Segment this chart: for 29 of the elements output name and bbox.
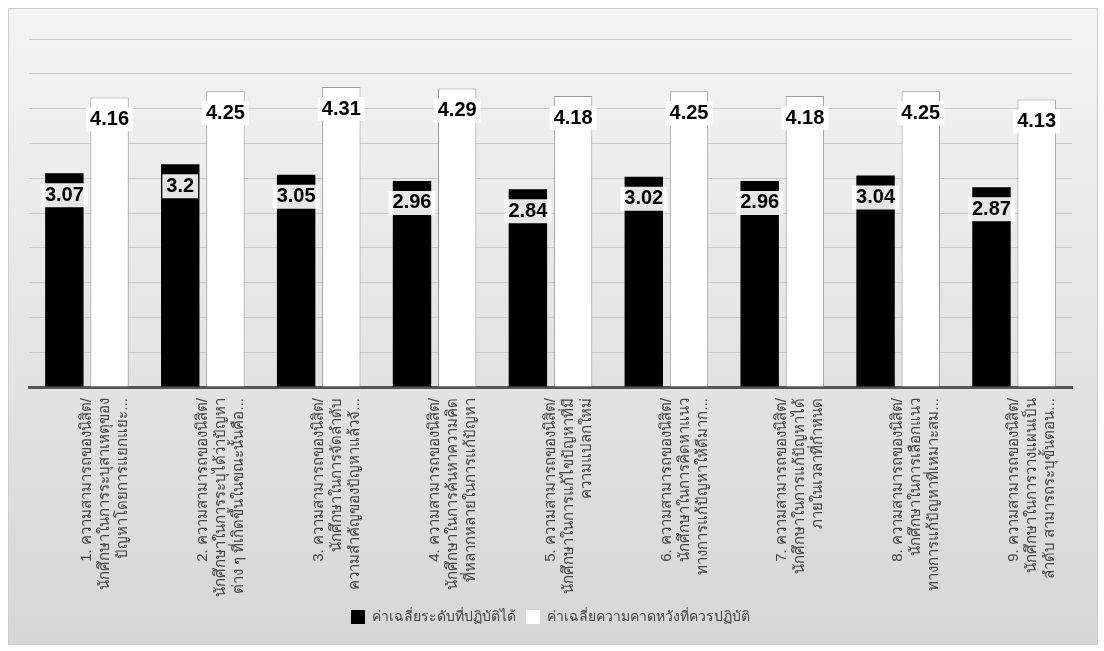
x-tick-label: 7. ความสามารถของนิสิต/ นักศึกษาในการแก้ปัญหาได้ ภายในเวลาที่กำหนด xyxy=(772,397,826,574)
x-tick-label: 1. ความสามารถของนิสิต/ นักศึกษาในการระบุสาเหตุของ ปัญหาโดยการแยกแยะ... xyxy=(77,397,131,590)
data-label: 4.25 xyxy=(205,100,245,123)
data-label: 2.96 xyxy=(392,190,432,213)
data-label: 4.18 xyxy=(553,105,593,128)
data-label: 4.13 xyxy=(1017,109,1057,132)
data-label: 4.18 xyxy=(785,105,825,128)
data-label: 4.25 xyxy=(901,100,941,123)
data-label: 3.2 xyxy=(166,173,195,196)
data-label: 3.04 xyxy=(856,184,896,207)
data-label: 2.87 xyxy=(971,196,1011,219)
data-label: 3.02 xyxy=(624,186,664,209)
data-label: 2.84 xyxy=(508,198,549,221)
x-tick-label: 8. ความสามารถของนิสิต/ นักศึกษาในการเลือกแนว ทางการแก้ปัญหาที่เหมาะสม... xyxy=(888,397,942,591)
data-label: 4.25 xyxy=(669,100,709,123)
data-label: 4.29 xyxy=(437,97,477,120)
x-tick-label: 9. ความสามารถของนิสิต/ นักศึกษาในการวางแผนเป็น ลำดับ สามารถระบุขั้นตอน... xyxy=(1004,397,1060,579)
data-label: 2.96 xyxy=(740,190,780,213)
x-tick-label: 5. ความสามารถของนิสิต/ นักศึกษาในการแก้ไขปัญหาที่มี ความแปลกใหม่ xyxy=(540,397,594,594)
x-tick-label: 3. ความสามารถของนิสิต/ นักศึกษาในการจัดลำดับ ความสำคัญของปัญหาแล้วจั... xyxy=(308,397,362,590)
data-label: 4.16 xyxy=(90,106,130,129)
x-tick-label: 2. ความสามารถของนิสิต/ นักศึกษาในการระบุได้ว่าปัญหา ต่าง ๆ ที่เกิดขึ้นในขณะนั้นคือ... xyxy=(192,397,246,597)
data-label: 3.05 xyxy=(276,184,316,207)
data-label: 3.07 xyxy=(44,182,84,205)
data-label: 4.31 xyxy=(321,96,361,119)
x-tick-label: 6. ความสามารถของนิสิต/ นักศึกษาในการคิดหาแนว ทางการแก้ปัญหาให้ดีมาก... xyxy=(656,397,710,575)
x-tick-label: 4. ความสามารถของนิสิต/ นักศึกษาในการค้นหาความคิด ที่หลากหลายในการแก้ปัญหา xyxy=(424,397,478,590)
legend-label: ค่าเฉลี่ยระดับที่ปฏิบัติได้ xyxy=(372,606,516,624)
legend-label: ค่าเฉลี่ยความคาดหวังที่ควรปฏิบัติ xyxy=(547,606,750,624)
